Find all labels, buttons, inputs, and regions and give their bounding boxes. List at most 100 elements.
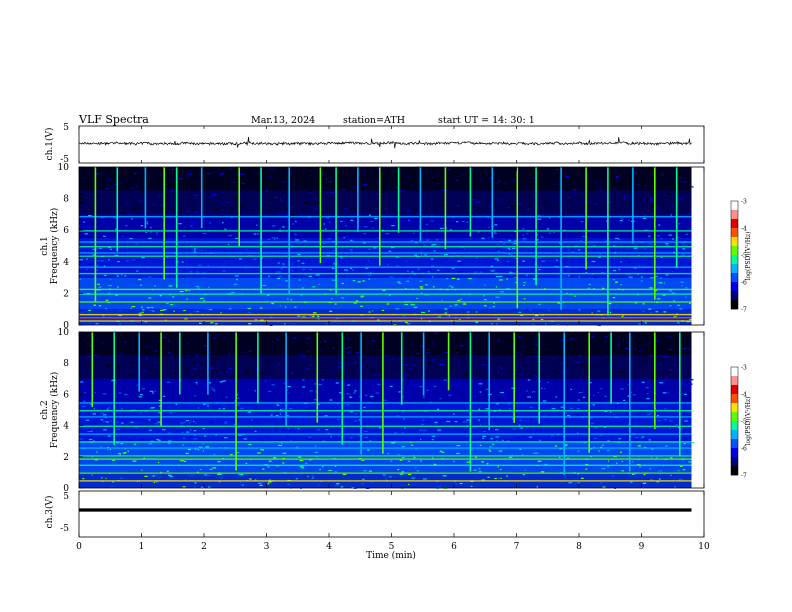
- spectrogram-pixel: [436, 408, 440, 410]
- spectrogram-pixel: [131, 362, 134, 364]
- spectrogram-pixel: [577, 450, 580, 452]
- spectrogram-pixel: [526, 274, 528, 276]
- spectrogram-pixel: [349, 396, 353, 399]
- spectrogram-pixel: [317, 429, 321, 431]
- spectrogram-pixel: [610, 363, 614, 365]
- spectrogram-pixel: [437, 224, 440, 226]
- spectrogram-band: [79, 402, 692, 404]
- spectrogram-pixel: [81, 405, 86, 407]
- spectrogram-pixel: [430, 258, 434, 260]
- spectrogram-pixel: [500, 373, 502, 375]
- spectrogram-pixel: [338, 362, 343, 364]
- spectrogram-pixel: [256, 428, 259, 430]
- spectrogram-pixel: [599, 186, 602, 188]
- spectrogram-pixel: [377, 237, 379, 239]
- spectrogram-pixel: [117, 418, 121, 420]
- spectrogram-pixel: [322, 174, 325, 176]
- spectrogram-pixel: [677, 322, 680, 324]
- spectrogram-pixel: [302, 379, 305, 381]
- spectrogram-pixel: [498, 403, 503, 405]
- spectrogram-pixel: [547, 437, 550, 439]
- spectrogram-pixel: [545, 236, 547, 238]
- spectrogram-pixel: [154, 345, 157, 347]
- spectrogram-pixel: [132, 460, 137, 462]
- spectrogram-pixel: [314, 287, 318, 289]
- spectrogram-pixel: [229, 207, 233, 209]
- spectrogram-pixel: [516, 362, 521, 364]
- spectrogram-pixel: [537, 192, 541, 194]
- spectrogram-pixel: [126, 409, 131, 411]
- spectrogram-pixel: [117, 260, 120, 263]
- spectrogram-pixel: [401, 487, 404, 490]
- spectrogram-pixel: [570, 406, 573, 408]
- start-ut-label: start UT = 14: 30: 1: [438, 115, 535, 126]
- spectrogram-pixel: [604, 380, 606, 382]
- spectrogram-pixel: [664, 408, 667, 410]
- spectrogram-pixel: [400, 190, 404, 192]
- spectrogram-pixel: [308, 259, 311, 261]
- spectrogram-pixel: [333, 368, 337, 370]
- spectrogram-pixel: [272, 340, 274, 342]
- spectrogram-pixel: [290, 213, 295, 216]
- spectrogram-pixel: [399, 353, 401, 355]
- spectrogram-pixel: [635, 175, 638, 177]
- spectrogram-pixel: [519, 374, 521, 376]
- spectrogram-pixel: [212, 467, 217, 469]
- spectrogram-pixel: [646, 196, 650, 198]
- spectrogram-pixel: [199, 468, 202, 471]
- spectrogram-pixel: [317, 315, 320, 317]
- spectrogram-pixel: [489, 332, 492, 334]
- spectrogram-pixel: [619, 451, 622, 453]
- spectrogram-pixel: [207, 405, 209, 407]
- spectrogram-pixel: [191, 392, 193, 394]
- spectrogram-pixel: [423, 167, 426, 169]
- spectrogram-pixel: [535, 344, 538, 346]
- spectrogram-pixel: [499, 339, 504, 341]
- spectrogram-pixel: [518, 203, 522, 205]
- spectrogram-pixel: [490, 264, 493, 266]
- spectrogram-pixel: [244, 351, 247, 353]
- spectrogram-pixel: [310, 168, 314, 170]
- spectrogram-pixel: [605, 336, 608, 338]
- spectrogram-pixel: [407, 368, 412, 370]
- spectrogram-pixel: [611, 475, 615, 477]
- spectrogram-pixel: [295, 239, 299, 241]
- spectrogram-pixel: [411, 185, 413, 187]
- spectrogram-pixel: [420, 460, 422, 462]
- spectrogram-pixel: [140, 394, 143, 396]
- spectrogram-pixel: [457, 421, 461, 423]
- spectrogram-pixel: [349, 242, 353, 244]
- spectrogram-pixel: [79, 193, 83, 195]
- spectrogram-pixel: [493, 205, 495, 207]
- colorbar-segment: [731, 448, 738, 458]
- time-tick-label: 7: [514, 542, 520, 552]
- spectrogram-pixel: [679, 378, 683, 380]
- spectrogram-pixel: [157, 461, 160, 464]
- spectrogram-pixel: [441, 199, 443, 201]
- spectrogram-spike: [335, 167, 337, 295]
- spectrogram-pixel: [257, 209, 262, 211]
- spectrogram-pixel: [413, 306, 418, 308]
- spectrogram-pixel: [255, 319, 258, 321]
- spectrogram-pixel: [494, 182, 499, 184]
- spectrogram-pixel: [467, 296, 471, 298]
- spectrogram-pixel: [375, 172, 377, 174]
- spectrogram-pixel: [218, 400, 222, 402]
- spectrogram-pixel: [183, 299, 187, 301]
- spectrogram-pixel: [120, 443, 123, 445]
- spectrogram-pixel: [406, 280, 410, 282]
- spectrogram-pixel: [628, 219, 630, 222]
- spectrogram-pixel: [305, 462, 308, 464]
- spectrogram-pixel: [640, 437, 643, 439]
- spectrogram-pixel: [637, 265, 639, 267]
- spectrogram-pixel: [312, 286, 316, 288]
- spectrogram-pixel: [679, 456, 681, 458]
- spectrogram-pixel: [378, 427, 383, 429]
- spectrogram-pixel: [109, 208, 114, 211]
- spectrogram-pixel: [257, 452, 261, 454]
- spectrogram-pixel: [193, 430, 197, 432]
- spectrogram-pixel: [287, 337, 290, 339]
- spectrogram-pixel: [482, 449, 486, 452]
- spectrogram-pixel: [236, 404, 240, 406]
- spectrogram-pixel: [604, 395, 607, 397]
